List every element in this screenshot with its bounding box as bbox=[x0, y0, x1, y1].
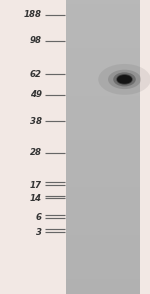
Bar bbox=[66, 191, 140, 195]
Bar bbox=[66, 18, 140, 22]
Bar bbox=[66, 261, 140, 265]
Text: 62: 62 bbox=[30, 70, 42, 78]
Bar bbox=[66, 44, 140, 48]
Bar bbox=[66, 239, 140, 243]
Bar bbox=[66, 257, 140, 261]
Bar bbox=[66, 0, 140, 4]
Bar bbox=[66, 85, 140, 88]
Bar bbox=[66, 92, 140, 96]
Text: 38: 38 bbox=[30, 117, 42, 126]
Bar bbox=[66, 162, 140, 165]
Bar bbox=[66, 279, 140, 283]
Bar bbox=[66, 147, 140, 151]
Bar bbox=[66, 202, 140, 206]
Bar bbox=[66, 169, 140, 173]
Bar bbox=[66, 114, 140, 118]
Bar bbox=[66, 66, 140, 70]
Bar bbox=[66, 140, 140, 143]
Bar bbox=[66, 272, 140, 276]
Bar bbox=[66, 287, 140, 290]
Bar bbox=[66, 118, 140, 121]
Bar bbox=[66, 63, 140, 66]
Bar bbox=[66, 184, 140, 188]
Bar bbox=[66, 70, 140, 74]
Bar bbox=[66, 55, 140, 59]
Bar bbox=[66, 125, 140, 129]
Text: 3: 3 bbox=[36, 228, 42, 237]
Bar bbox=[66, 195, 140, 198]
Ellipse shape bbox=[98, 64, 150, 95]
Text: 49: 49 bbox=[30, 90, 42, 99]
Bar bbox=[66, 173, 140, 176]
Bar bbox=[66, 26, 140, 29]
Bar bbox=[66, 40, 140, 44]
Bar bbox=[66, 7, 140, 11]
Bar bbox=[66, 246, 140, 250]
Bar bbox=[66, 151, 140, 154]
Bar bbox=[66, 213, 140, 217]
Bar bbox=[66, 209, 140, 213]
Bar bbox=[66, 81, 140, 85]
Bar bbox=[66, 88, 140, 92]
Bar bbox=[66, 154, 140, 158]
Bar bbox=[66, 224, 140, 228]
Bar bbox=[66, 99, 140, 103]
Bar bbox=[66, 74, 140, 77]
Bar bbox=[66, 37, 140, 40]
Bar bbox=[66, 180, 140, 184]
Bar bbox=[66, 206, 140, 209]
Bar bbox=[66, 276, 140, 279]
Bar bbox=[66, 29, 140, 33]
Bar bbox=[66, 96, 140, 99]
Bar bbox=[66, 253, 140, 257]
Bar bbox=[66, 103, 140, 107]
Bar bbox=[66, 232, 140, 235]
Bar bbox=[66, 132, 140, 136]
Bar bbox=[66, 107, 140, 110]
Bar bbox=[66, 228, 140, 232]
Text: 188: 188 bbox=[24, 10, 42, 19]
Bar bbox=[66, 290, 140, 294]
Ellipse shape bbox=[117, 75, 132, 84]
Text: 28: 28 bbox=[30, 148, 42, 157]
Bar bbox=[66, 77, 140, 81]
Bar bbox=[66, 217, 140, 220]
Bar bbox=[66, 11, 140, 15]
Bar bbox=[66, 4, 140, 7]
Bar bbox=[66, 235, 140, 239]
Bar bbox=[66, 51, 140, 55]
Text: 98: 98 bbox=[30, 36, 42, 45]
Bar bbox=[66, 268, 140, 272]
Text: 17: 17 bbox=[30, 181, 42, 190]
Bar bbox=[66, 283, 140, 287]
Ellipse shape bbox=[113, 72, 136, 86]
Bar bbox=[66, 250, 140, 253]
Ellipse shape bbox=[108, 70, 141, 89]
Bar bbox=[66, 143, 140, 147]
Bar bbox=[66, 110, 140, 114]
Bar bbox=[66, 265, 140, 268]
Bar bbox=[66, 165, 140, 169]
Text: 6: 6 bbox=[36, 213, 42, 222]
Bar bbox=[66, 176, 140, 180]
Bar bbox=[66, 33, 140, 37]
Bar bbox=[66, 59, 140, 63]
Bar bbox=[66, 220, 140, 224]
Bar bbox=[66, 198, 140, 202]
Text: 14: 14 bbox=[30, 194, 42, 203]
Bar bbox=[66, 129, 140, 132]
Bar bbox=[66, 158, 140, 162]
Bar bbox=[66, 22, 140, 26]
Bar bbox=[66, 48, 140, 51]
Ellipse shape bbox=[116, 74, 133, 85]
Bar bbox=[66, 243, 140, 246]
Bar bbox=[66, 121, 140, 125]
Bar bbox=[66, 188, 140, 191]
Bar bbox=[66, 136, 140, 140]
Bar bbox=[66, 15, 140, 18]
